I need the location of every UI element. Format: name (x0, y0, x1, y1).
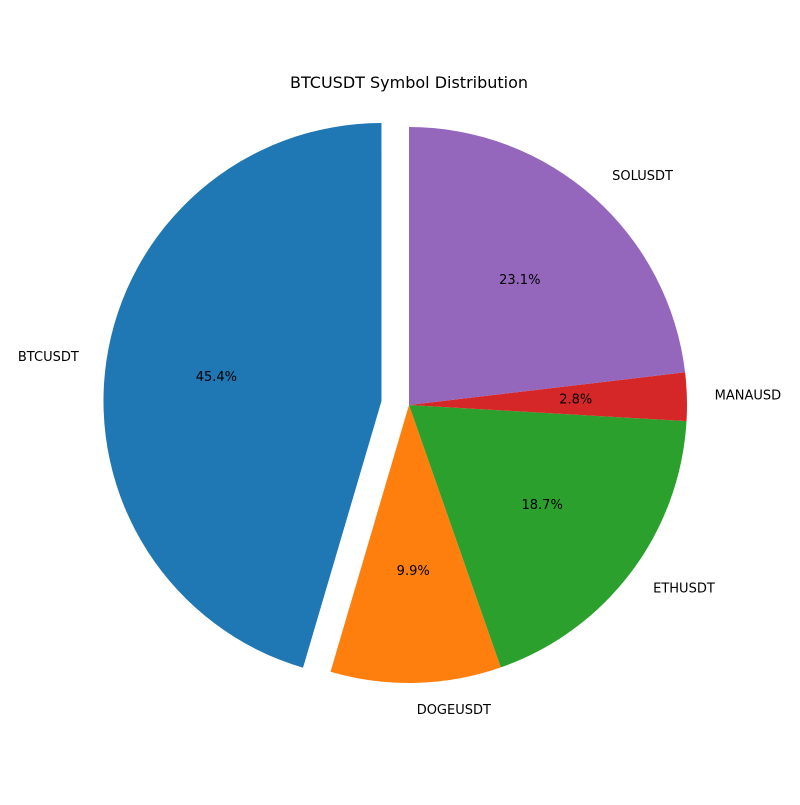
slice-percent-dogeusdt: 9.9% (397, 564, 430, 579)
pie-slice-solusdt (409, 127, 686, 405)
chart-title: BTCUSDT Symbol Distribution (290, 73, 528, 92)
slice-percent-ethusdt: 18.7% (522, 498, 563, 513)
slice-label-dogeusdt: DOGEUSDT (417, 703, 491, 718)
slice-label-manausd: MANAUSD (715, 388, 782, 403)
slice-percent-btcusdt: 45.4% (196, 370, 237, 385)
slice-percent-solusdt: 23.1% (499, 273, 540, 288)
pie-slice-btcusdt (103, 123, 382, 668)
slice-percent-manausd: 2.8% (559, 393, 592, 408)
pie-slice-ethusdt (409, 405, 687, 668)
slice-label-solusdt: SOLUSDT (612, 169, 673, 184)
pie-slice-manausd (409, 372, 687, 422)
pie-slice-dogeusdt (330, 405, 501, 683)
slice-label-ethusdt: ETHUSDT (653, 582, 715, 597)
slice-label-btcusdt: BTCUSDT (18, 350, 79, 365)
